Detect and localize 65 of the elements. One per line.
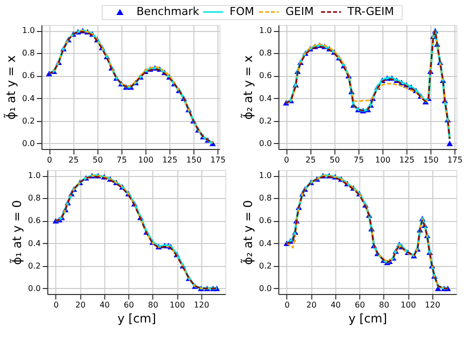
y-axis-title: ϕ̃₁ at y = x (2, 55, 18, 120)
x-tick-label: 125 (162, 156, 178, 164)
y-axis-title: ϕ̃₂ at y = 0 (240, 200, 256, 265)
y-tick-label: 0.6 (22, 71, 35, 80)
x-tick-label: 100 (400, 300, 416, 310)
y-tick-label: 0.0 (22, 138, 35, 148)
y-tick-label: 0.6 (28, 216, 41, 226)
x-tick-label: 75 (116, 156, 127, 164)
x-tick-label: 20 (306, 300, 317, 310)
x-tick-label: 100 (170, 300, 185, 310)
x-tick-label: 60 (354, 300, 365, 310)
x-tick-label: 0 (284, 156, 290, 164)
y-tick-label: 0.0 (259, 284, 272, 293)
x-tick-label: 150 (423, 156, 439, 164)
y-tick-label: 0.4 (259, 94, 272, 103)
x-axis-title: y [cm] (348, 312, 388, 326)
x-tick-label: 0 (54, 300, 59, 310)
legend-label: GEIM (285, 5, 314, 18)
y-tick-label: 0.8 (259, 194, 272, 203)
y-tick-label: 0.8 (259, 48, 272, 58)
x-tick-label: 60 (124, 300, 134, 310)
y-tick-label: 1.0 (22, 26, 35, 36)
y-tick-label: 0.2 (259, 261, 272, 270)
y-tick-label: 0.8 (22, 48, 35, 58)
y-tick-label: 0.4 (22, 94, 35, 103)
x-tick-label: 40 (330, 300, 341, 310)
x-tick-label: 120 (194, 300, 210, 310)
x-tick-label: 75 (354, 156, 364, 164)
x-tick-label: 150 (186, 156, 202, 164)
y-tick-label: 0.2 (28, 261, 41, 270)
x-tick-label: 0 (47, 156, 52, 164)
y-tick-label: 0.4 (259, 238, 272, 248)
y-tick-label: 0.0 (259, 138, 272, 148)
x-tick-label: 175 (447, 156, 463, 164)
x-tick-label: 120 (424, 300, 440, 310)
x-tick-label: 80 (148, 300, 158, 310)
x-tick-label: 50 (92, 156, 103, 164)
legend-label: TR-GEIM (346, 5, 394, 18)
y-tick-label: 0.6 (259, 71, 272, 80)
x-tick-label: 175 (210, 156, 226, 164)
x-tick-label: 20 (75, 300, 86, 310)
x-tick-label: 50 (330, 156, 340, 164)
x-axis-title: y [cm] (117, 312, 156, 326)
x-tick-label: 125 (399, 156, 415, 164)
x-tick-label: 40 (100, 300, 110, 310)
y-tick-label: 0.0 (28, 284, 41, 293)
y-tick-label: 0.2 (22, 116, 35, 126)
x-tick-label: 80 (379, 300, 390, 310)
x-tick-label: 100 (375, 156, 390, 164)
y-axis-title: ϕ̃₂ at y = x (240, 55, 256, 120)
legend-label: FOM (230, 5, 254, 18)
y-tick-label: 1.0 (259, 171, 272, 180)
y-tick-label: 0.8 (28, 194, 41, 203)
y-tick-label: 0.2 (259, 116, 272, 126)
x-tick-label: 25 (306, 156, 316, 164)
y-tick-label: 1.0 (28, 171, 41, 180)
y-tick-label: 0.4 (28, 238, 41, 248)
x-tick-label: 25 (68, 156, 79, 164)
y-tick-label: 1.0 (259, 26, 272, 36)
y-axis-title: ϕ̃₁ at y = 0 (8, 200, 24, 265)
point (446, 140, 453, 146)
legend-label: Benchmark (136, 5, 200, 18)
x-tick-label: 100 (138, 156, 154, 164)
x-tick-label: 0 (284, 300, 290, 310)
y-tick-label: 0.6 (259, 216, 272, 226)
